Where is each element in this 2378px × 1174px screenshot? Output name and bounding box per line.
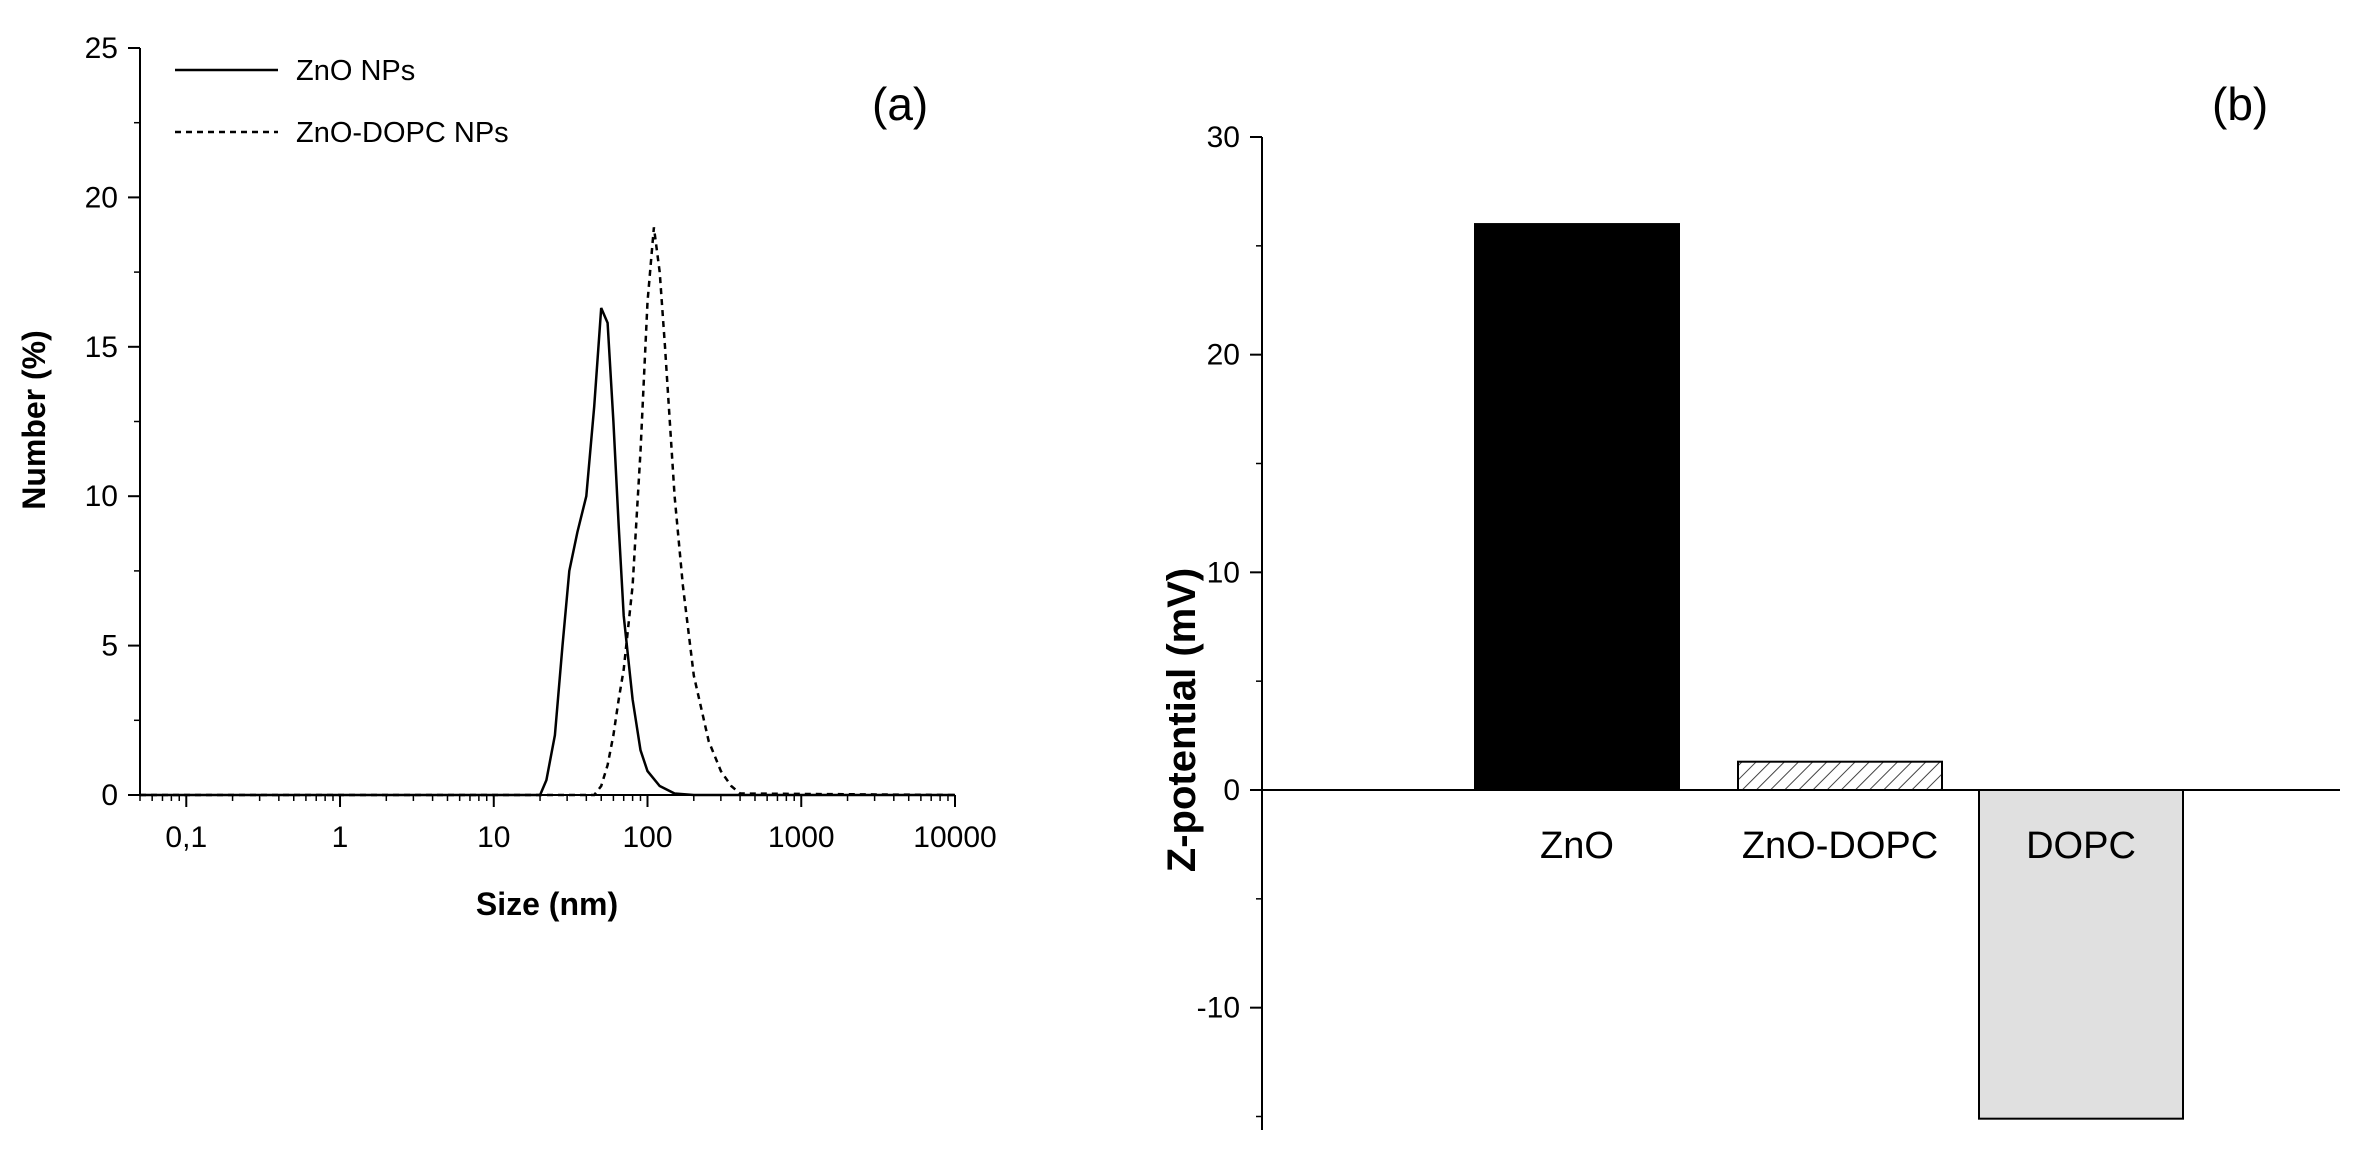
bar-dopc: [1978, 789, 2184, 1120]
y-tick-label: -10: [1197, 992, 1240, 1025]
panel-a-x-ticks: 0,1 1 10 100 1000 10000: [139, 795, 997, 854]
x-tick-label: 1: [332, 821, 349, 854]
panel-b-y-ticks: -10 0 10 20 30: [1197, 121, 1262, 1118]
panel-a-y-ticks: 0 5 10 15 20 25: [85, 32, 140, 812]
y-tick-label: 5: [101, 630, 118, 663]
bar-zno-dopc: [1737, 760, 1943, 791]
y-tick-label: 0: [101, 779, 118, 812]
y-tick-label: 10: [1207, 556, 1240, 589]
y-tick-label: 20: [1207, 339, 1240, 372]
chart-panel-b: (b) -10 0 10 20 30 ZnO ZnO-DOPC DOPC Z-potenti…: [1160, 78, 2340, 1130]
x-tick-label: 100: [622, 821, 672, 854]
panel-a-y-axis-title: Number (%): [16, 330, 52, 510]
y-tick-label: 0: [1223, 774, 1240, 807]
category-label: ZnO: [1540, 825, 1614, 867]
y-tick-label: 30: [1207, 121, 1240, 154]
series-line-1: [140, 307, 955, 797]
panel-a-label: (a): [872, 78, 928, 130]
x-tick-label: 1000: [768, 821, 835, 854]
category-label: DOPC: [2026, 825, 2136, 867]
panel-a-x-axis-title: Size (nm): [476, 886, 618, 922]
chart-panel-a: (a) 0,1 1 10 100 1000 10000 0 5 10 15 20 25 ZnO NP…: [16, 32, 997, 922]
y-tick-label: 20: [85, 181, 118, 214]
panel-a-series: [140, 227, 956, 797]
x-tick-label: 10: [477, 821, 510, 854]
legend-label: ZnO-DOPC NPs: [296, 117, 509, 149]
bar-zno: [1474, 223, 1680, 792]
panel-b-category-labels: ZnO ZnO-DOPC DOPC: [1540, 825, 2136, 867]
y-tick-label: 25: [85, 32, 118, 65]
panel-b-y-axis-title: Z-potential (mV): [1160, 568, 1204, 872]
legend-label: ZnO NPs: [296, 55, 415, 87]
y-tick-label: 10: [85, 480, 118, 513]
panel-b-label: (b): [2212, 78, 2268, 130]
x-tick-label: 10000: [913, 821, 996, 854]
panel-b-bars: [1474, 223, 2184, 1120]
y-tick-label: 15: [85, 331, 118, 364]
series-line-2: [140, 227, 956, 797]
category-label: ZnO-DOPC: [1742, 825, 1938, 867]
x-tick-label: 0,1: [165, 821, 207, 854]
panel-a-legend: ZnO NPs ZnO-DOPC NPs: [175, 55, 509, 149]
